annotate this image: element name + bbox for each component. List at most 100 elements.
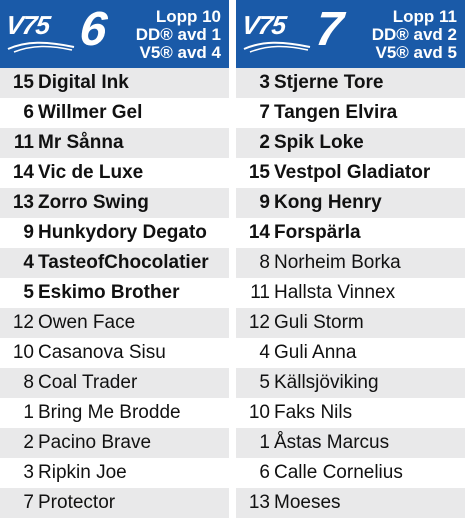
horse-number: 2 [259, 132, 270, 153]
horse-row: 12 Guli Storm [236, 308, 465, 338]
horse-name: Owen Face [38, 312, 136, 333]
horse-row: 11 Mr Sånna [0, 128, 229, 158]
horse-number: 12 [248, 312, 270, 333]
race-panel-6: V75 6 Lopp 10 DD® avd 1 V5® avd 4 15 Digi… [0, 0, 229, 521]
horse-number: 2 [23, 432, 34, 453]
horse-number: 3 [259, 72, 270, 93]
horse-number: 1 [23, 402, 34, 423]
race-meta: Lopp 11 DD® avd 2 V5® avd 5 [372, 8, 457, 62]
horse-name: Casanova Sisu [38, 342, 166, 363]
horse-number: 8 [23, 372, 34, 393]
horse-row: 3 Stjerne Tore [236, 68, 465, 98]
horse-number: 5 [259, 372, 270, 393]
horse-name: Protector [38, 492, 116, 513]
horse-name: Hunkydory Degato [38, 222, 207, 243]
horse-name: Mr Sånna [38, 132, 124, 153]
horse-row: 7 Protector [0, 488, 229, 518]
horse-row: 7 Tangen Elvira [236, 98, 465, 128]
horse-number: 7 [259, 102, 270, 123]
horse-row: 10 Faks Nils [236, 398, 465, 428]
horse-row: 9 Hunkydory Degato [0, 218, 229, 248]
horse-list: 15 Digital Ink 6 Willmer Gel 11 Mr Sånna 14 Vic… [0, 68, 229, 518]
horse-name: Eskimo Brother [38, 282, 180, 303]
race-meta-line: DD® avd 1 [135, 25, 221, 44]
race-meta-line: DD® avd 2 [371, 25, 457, 44]
horse-number: 15 [248, 162, 270, 183]
horse-list: 3 Stjerne Tore 7 Tangen Elvira 2 Spik Loke 15 V… [236, 68, 465, 518]
horse-row: 6 Calle Cornelius [236, 458, 465, 488]
horse-number: 11 [13, 132, 34, 153]
horse-number: 6 [23, 102, 34, 123]
race-number: 7 [313, 3, 346, 56]
horse-number: 1 [259, 432, 270, 453]
race-meta-line: V5® avd 4 [139, 43, 221, 62]
horse-name: Forspärla [274, 222, 361, 243]
horse-name: Norheim Borka [274, 252, 401, 273]
horse-row: 8 Norheim Borka [236, 248, 465, 278]
horse-row: 10 Casanova Sisu [0, 338, 229, 368]
horse-name: Calle Cornelius [274, 462, 403, 483]
horse-row: 14 Forspärla [236, 218, 465, 248]
horse-name: Tangen Elvira [274, 102, 398, 123]
horse-name: Coal Trader [38, 372, 138, 393]
horse-name: Faks Nils [274, 402, 353, 423]
wave-logo-icon [7, 41, 75, 53]
horse-name: Moeses [274, 492, 341, 513]
horse-number: 11 [250, 282, 270, 303]
horse-name: Kong Henry [274, 192, 382, 213]
horse-number: 15 [12, 72, 34, 93]
horse-row: 4 TasteofChocolatier [0, 248, 229, 278]
horse-number: 10 [248, 402, 270, 423]
horse-row: 12 Owen Face [0, 308, 229, 338]
race-meta-line: Lopp 11 [392, 7, 457, 26]
horse-row: 9 Kong Henry [236, 188, 465, 218]
horse-name: Stjerne Tore [274, 72, 384, 93]
horse-row: 13 Moeses [236, 488, 465, 518]
horse-row: 3 Ripkin Joe [0, 458, 229, 488]
horse-number: 14 [248, 222, 270, 243]
horse-name: Hallsta Vinnex [274, 282, 396, 303]
horse-row: 5 Eskimo Brother [0, 278, 229, 308]
horse-row: 2 Pacino Brave [0, 428, 229, 458]
horse-row: 11 Hallsta Vinnex [236, 278, 465, 308]
race-meta: Lopp 10 DD® avd 1 V5® avd 4 [136, 8, 221, 62]
horse-row: 8 Coal Trader [0, 368, 229, 398]
horse-name: Källsjöviking [274, 372, 379, 393]
race-number: 6 [77, 3, 110, 56]
horse-name: Vestpol Gladiator [274, 162, 431, 183]
horse-name: Willmer Gel [38, 102, 143, 123]
horse-row: 4 Guli Anna [236, 338, 465, 368]
horse-number: 4 [259, 342, 270, 363]
horse-row: 13 Zorro Swing [0, 188, 229, 218]
horse-number: 12 [12, 312, 34, 333]
horse-name: Guli Anna [274, 342, 357, 363]
horse-row: 15 Vestpol Gladiator [236, 158, 465, 188]
race-header: V75 6 Lopp 10 DD® avd 1 V5® avd 4 [0, 0, 229, 68]
horse-name: Ripkin Joe [38, 462, 127, 483]
horse-name: Vic de Luxe [38, 162, 144, 183]
horse-name: TasteofChocolatier [38, 252, 209, 273]
horse-name: Guli Storm [274, 312, 364, 333]
horse-number: 10 [12, 342, 34, 363]
horse-number: 13 [12, 192, 34, 213]
horse-number: 13 [248, 492, 270, 513]
race-panel-7: V75 7 Lopp 11 DD® avd 2 V5® avd 5 3 Stjer… [236, 0, 465, 521]
horse-name: Bring Me Brodde [38, 402, 181, 423]
horse-row: 15 Digital Ink [0, 68, 229, 98]
horse-name: Åstas Marcus [274, 432, 390, 453]
horse-number: 14 [12, 162, 34, 183]
race-meta-line: V5® avd 5 [375, 43, 457, 62]
horse-row: 2 Spik Loke [236, 128, 465, 158]
horse-number: 7 [23, 492, 34, 513]
horse-row: 1 Bring Me Brodde [0, 398, 229, 428]
race-meta-line: Lopp 10 [155, 7, 221, 26]
horse-row: 14 Vic de Luxe [0, 158, 229, 188]
horse-number: 4 [23, 252, 34, 273]
brand-logo-text: V75 [239, 10, 288, 40]
horse-number: 9 [23, 222, 34, 243]
horse-number: 3 [23, 462, 34, 483]
wave-logo-icon [243, 41, 311, 53]
horse-name: Digital Ink [38, 72, 129, 93]
horse-row: 6 Willmer Gel [0, 98, 229, 128]
horse-number: 8 [259, 252, 270, 273]
